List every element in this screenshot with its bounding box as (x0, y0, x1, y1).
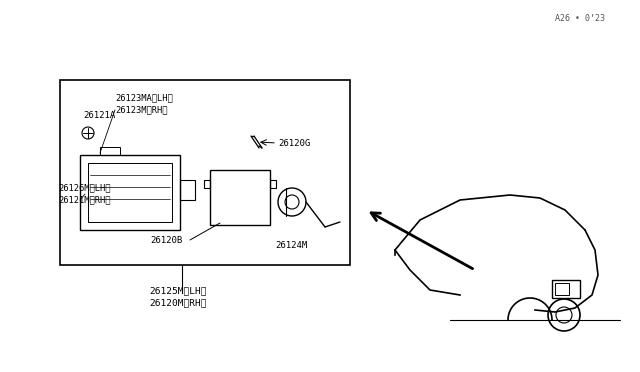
Bar (88, 163, 172, 222)
Text: 26125M〈LH〉: 26125M〈LH〉 (150, 286, 207, 295)
Text: 26121A: 26121A (83, 110, 115, 119)
Bar (180, 180, 195, 200)
Bar (270, 180, 276, 188)
Bar (100, 147, 120, 155)
Text: 26120M〈RH〉: 26120M〈RH〉 (150, 298, 207, 308)
Text: 26123MA〈LH〉: 26123MA〈LH〉 (115, 93, 173, 103)
Text: 26126M〈LH〉: 26126M〈LH〉 (58, 183, 111, 192)
Bar (555, 283, 569, 295)
Text: 26120G: 26120G (278, 138, 310, 148)
Bar (60, 80, 350, 265)
Bar (80, 155, 180, 230)
Text: 26124M: 26124M (275, 241, 307, 250)
Bar (210, 170, 270, 225)
Text: A26 • 0ʼ23: A26 • 0ʼ23 (555, 13, 605, 22)
Text: 26120B: 26120B (150, 235, 182, 244)
Bar (204, 180, 210, 188)
Text: 26123M〈RH〉: 26123M〈RH〉 (115, 106, 168, 115)
Text: 26121M〈RH〉: 26121M〈RH〉 (58, 196, 111, 205)
Bar (552, 280, 580, 298)
